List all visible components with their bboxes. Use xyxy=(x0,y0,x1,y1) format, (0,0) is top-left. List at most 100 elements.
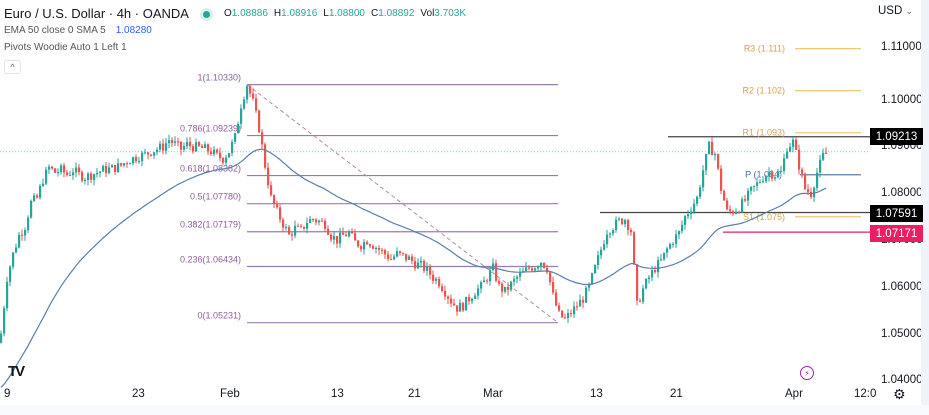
candle-bear xyxy=(549,272,552,283)
candle-bear xyxy=(429,266,432,275)
collapse-legend-button[interactable]: ^ xyxy=(4,60,21,74)
candle-bull xyxy=(504,286,507,292)
candle-bear xyxy=(90,173,93,180)
candle-bear xyxy=(402,252,405,254)
candle-bull xyxy=(759,182,762,184)
candle-bull xyxy=(138,161,141,163)
candle-bear xyxy=(264,144,267,168)
candle-bear xyxy=(330,234,333,240)
candle-bear xyxy=(564,317,567,319)
candle-bear xyxy=(552,282,555,293)
candle-bull xyxy=(600,249,603,256)
candle-bear xyxy=(180,141,183,150)
candle-bear xyxy=(351,231,354,234)
candle-bull xyxy=(417,262,420,269)
candle-bull xyxy=(318,220,321,223)
candle-bull xyxy=(489,270,492,282)
candle-bear xyxy=(78,167,81,173)
chevron-down-icon: ⌄ xyxy=(905,6,914,16)
candle-bear xyxy=(633,232,636,265)
candle-bull xyxy=(309,219,312,223)
candle-bear xyxy=(825,152,828,154)
right-scrollbar[interactable] xyxy=(921,0,929,415)
candle-bear xyxy=(267,167,270,186)
candle-bull xyxy=(537,266,540,269)
candle-bull xyxy=(237,123,240,134)
candle-bear xyxy=(291,234,294,236)
candle-bear xyxy=(327,228,330,235)
candle-bear xyxy=(441,286,444,292)
candle-bull xyxy=(705,153,708,171)
candle-bear xyxy=(54,168,57,173)
candle-bull xyxy=(339,232,342,244)
candle-bull xyxy=(678,231,681,235)
candle-bull xyxy=(669,244,672,249)
candle-bear xyxy=(807,189,810,192)
candle-bear xyxy=(219,152,222,159)
candle-bear xyxy=(810,191,813,198)
candle-bear xyxy=(654,270,657,273)
pivots-indicator-row[interactable]: Pivots Woodie Auto 1 Left 1 xyxy=(4,40,472,56)
candle-bull xyxy=(48,166,51,170)
candle-bull xyxy=(510,281,513,290)
candle-bear xyxy=(360,246,363,250)
candle-bull xyxy=(132,157,135,164)
candle-bull xyxy=(741,199,744,213)
candle-bull xyxy=(117,163,120,173)
candle-bull xyxy=(159,143,162,150)
pivot-label: R2 (1.102) xyxy=(742,86,785,96)
candle-bear xyxy=(249,86,252,94)
candle-bull xyxy=(60,165,63,173)
candle-bear xyxy=(795,139,798,150)
candle-bull xyxy=(459,302,462,312)
candle-bull xyxy=(618,218,621,220)
fib-level-label: 0.786(1.09239) xyxy=(180,124,241,134)
gear-icon[interactable]: ⚙ xyxy=(893,386,906,402)
candle-bear xyxy=(621,218,624,225)
candle-bull xyxy=(615,219,618,230)
candle-bull xyxy=(153,152,156,156)
candle-bull xyxy=(525,267,528,271)
candle-bear xyxy=(450,298,453,304)
candle-bear xyxy=(432,274,435,281)
candle-bear xyxy=(357,240,360,247)
badge-value: 1.07171 xyxy=(875,227,918,240)
candle-bear xyxy=(546,267,549,273)
candle-bull xyxy=(99,171,102,173)
candle-bear xyxy=(729,209,732,212)
candle-bull xyxy=(75,167,78,173)
symbol-title[interactable]: Euro / U.S. Dollar · 4h · OANDA xyxy=(4,6,189,21)
candle-bull xyxy=(471,298,474,302)
candle-bull xyxy=(9,266,12,282)
tradingview-logo[interactable]: TV xyxy=(8,363,25,380)
candle-bear xyxy=(726,200,729,210)
flash-icon[interactable]: ⚡ xyxy=(800,366,814,380)
candle-bull xyxy=(747,190,750,201)
candle-bull xyxy=(375,248,378,250)
candle-bull xyxy=(6,281,9,309)
candle-bull xyxy=(813,187,816,198)
candle-bull xyxy=(306,222,309,229)
candle-bull xyxy=(18,234,21,248)
candle-bear xyxy=(468,296,471,302)
candle-bull xyxy=(348,231,351,237)
bottom-scrollbar[interactable] xyxy=(0,405,929,415)
candle-bear xyxy=(639,300,642,302)
fib-level-label: 0.236(1.06434) xyxy=(180,255,241,265)
candle-bull xyxy=(594,265,597,274)
candle-bear xyxy=(369,244,372,247)
candle-bull xyxy=(792,139,795,147)
candle-bull xyxy=(102,165,105,172)
fib-level-label: 0.382(1.07179) xyxy=(180,220,241,230)
fib-level-label: 0.5(1.07780) xyxy=(190,192,241,202)
currency-selector[interactable]: USD ⌄ xyxy=(878,5,913,17)
candle-bull xyxy=(687,214,690,217)
candle-bull xyxy=(699,187,702,197)
candle-bull xyxy=(294,225,297,236)
candle-bull xyxy=(93,174,96,180)
ema-indicator-row[interactable]: EMA 50 close 0 SMA 5 1.08280 xyxy=(4,23,472,39)
candle-bull xyxy=(651,270,654,278)
price-badge-resistance: 1.09213 xyxy=(870,128,923,145)
